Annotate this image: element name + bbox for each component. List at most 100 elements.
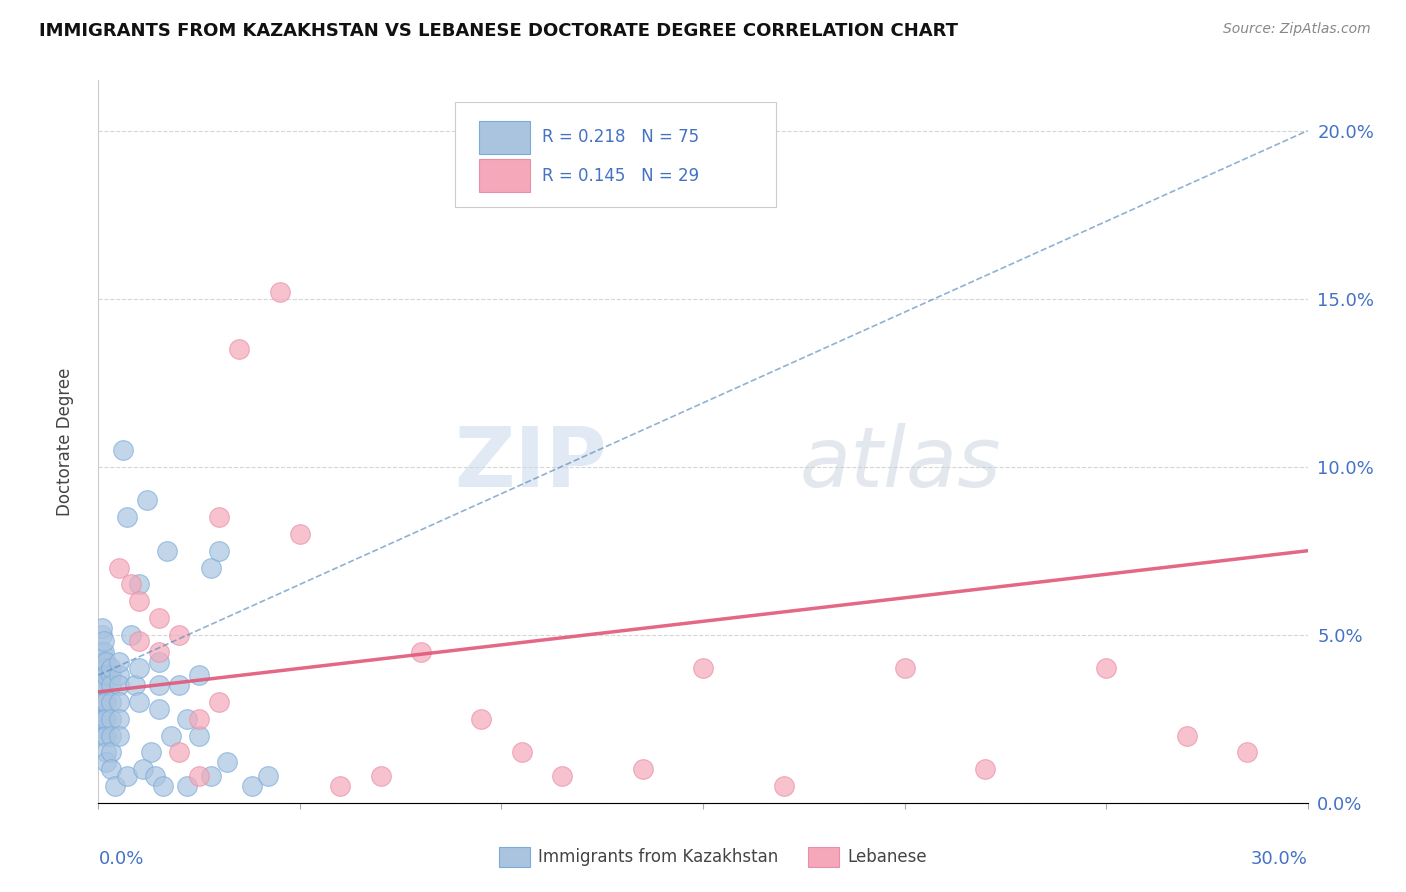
Point bbox=[269, 285, 291, 299]
Point bbox=[115, 769, 138, 783]
Point bbox=[208, 543, 231, 558]
Point bbox=[111, 442, 134, 457]
Point bbox=[91, 655, 114, 669]
FancyBboxPatch shape bbox=[479, 159, 530, 193]
Point bbox=[100, 762, 122, 776]
Point bbox=[176, 712, 198, 726]
Point bbox=[107, 560, 129, 574]
Point bbox=[91, 678, 114, 692]
Point bbox=[115, 510, 138, 524]
Point bbox=[128, 594, 150, 608]
Point bbox=[93, 722, 115, 736]
Point bbox=[135, 493, 157, 508]
Point bbox=[93, 655, 115, 669]
Point bbox=[96, 729, 118, 743]
Point bbox=[107, 695, 129, 709]
Point bbox=[128, 695, 150, 709]
Point bbox=[143, 769, 166, 783]
Point bbox=[103, 779, 125, 793]
Point bbox=[200, 769, 222, 783]
Point bbox=[148, 702, 170, 716]
Point bbox=[208, 695, 231, 709]
Point bbox=[93, 729, 115, 743]
Point bbox=[139, 745, 162, 759]
Point bbox=[100, 712, 122, 726]
Point bbox=[100, 729, 122, 743]
Text: ZIP: ZIP bbox=[454, 423, 606, 504]
Point bbox=[974, 762, 997, 776]
Point bbox=[93, 678, 115, 692]
Point bbox=[470, 712, 492, 726]
Point bbox=[188, 712, 211, 726]
Point bbox=[208, 510, 231, 524]
Point bbox=[100, 695, 122, 709]
Point bbox=[91, 621, 114, 635]
Point bbox=[1175, 729, 1198, 743]
Point bbox=[167, 678, 190, 692]
Point bbox=[91, 712, 114, 726]
Point bbox=[100, 668, 122, 682]
Point bbox=[128, 661, 150, 675]
Text: Immigrants from Kazakhstan: Immigrants from Kazakhstan bbox=[538, 848, 779, 866]
Point bbox=[91, 702, 114, 716]
Point bbox=[100, 678, 122, 692]
Text: R = 0.145   N = 29: R = 0.145 N = 29 bbox=[543, 167, 699, 185]
Point bbox=[107, 678, 129, 692]
Point bbox=[93, 644, 115, 658]
Point bbox=[96, 756, 118, 770]
Point bbox=[91, 661, 114, 675]
Point bbox=[96, 678, 118, 692]
Text: 0.0%: 0.0% bbox=[98, 850, 143, 868]
Point bbox=[217, 756, 239, 770]
Point bbox=[510, 745, 533, 759]
Point bbox=[96, 695, 118, 709]
Point bbox=[176, 779, 198, 793]
Point bbox=[96, 745, 118, 759]
Text: Lebanese: Lebanese bbox=[848, 848, 928, 866]
Point bbox=[692, 661, 714, 675]
Point bbox=[200, 560, 222, 574]
Point bbox=[167, 745, 190, 759]
Point bbox=[148, 678, 170, 692]
Point bbox=[893, 661, 915, 675]
Point bbox=[120, 577, 142, 591]
Point bbox=[91, 695, 114, 709]
Point bbox=[107, 655, 129, 669]
Point bbox=[128, 634, 150, 648]
Point bbox=[107, 668, 129, 682]
Point bbox=[96, 661, 118, 675]
Point bbox=[132, 762, 155, 776]
Point bbox=[91, 668, 114, 682]
Point bbox=[551, 769, 574, 783]
Text: IMMIGRANTS FROM KAZAKHSTAN VS LEBANESE DOCTORATE DEGREE CORRELATION CHART: IMMIGRANTS FROM KAZAKHSTAN VS LEBANESE D… bbox=[39, 22, 959, 40]
Point bbox=[96, 712, 118, 726]
Point bbox=[91, 644, 114, 658]
Point bbox=[96, 655, 118, 669]
Text: atlas: atlas bbox=[800, 423, 1001, 504]
Point bbox=[329, 779, 352, 793]
Point bbox=[91, 628, 114, 642]
Point bbox=[167, 628, 190, 642]
Point bbox=[93, 668, 115, 682]
Point bbox=[370, 769, 392, 783]
FancyBboxPatch shape bbox=[456, 102, 776, 207]
Point bbox=[93, 634, 115, 648]
Point bbox=[188, 729, 211, 743]
Point bbox=[148, 655, 170, 669]
Point bbox=[148, 611, 170, 625]
Point bbox=[96, 668, 118, 682]
Point bbox=[128, 577, 150, 591]
Point bbox=[160, 729, 183, 743]
Point bbox=[1095, 661, 1118, 675]
Point bbox=[240, 779, 263, 793]
Point bbox=[93, 695, 115, 709]
Point bbox=[409, 644, 432, 658]
Point bbox=[152, 779, 174, 793]
Text: Source: ZipAtlas.com: Source: ZipAtlas.com bbox=[1223, 22, 1371, 37]
Point bbox=[256, 769, 278, 783]
Point bbox=[772, 779, 794, 793]
Point bbox=[631, 762, 654, 776]
Point bbox=[188, 668, 211, 682]
Y-axis label: Doctorate Degree: Doctorate Degree bbox=[56, 368, 75, 516]
Point bbox=[120, 628, 142, 642]
